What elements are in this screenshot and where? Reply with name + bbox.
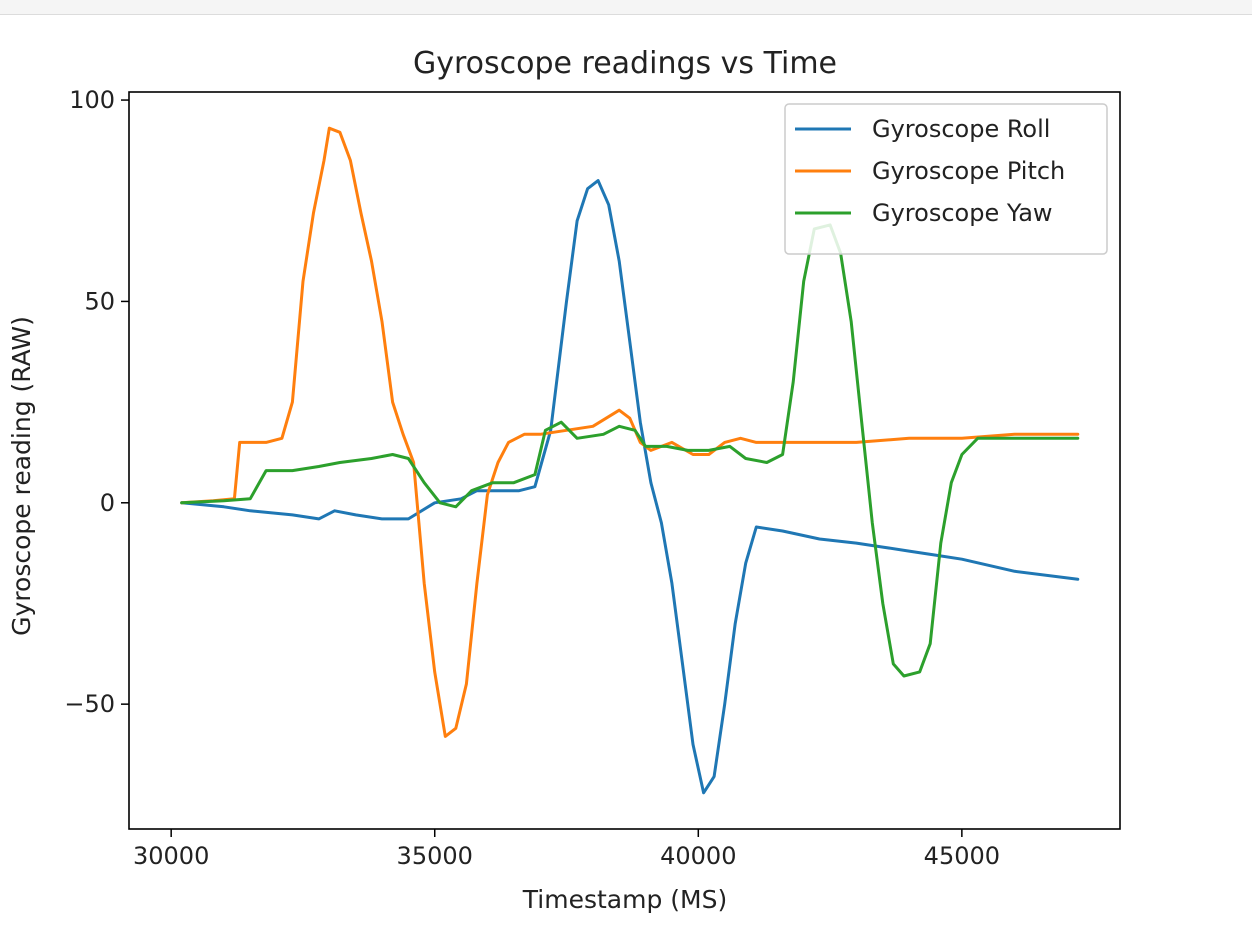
x-tick-label: 45000 <box>924 842 1000 870</box>
y-tick-label: −50 <box>64 690 115 718</box>
y-tick-label: 100 <box>69 86 115 114</box>
x-tick-label: 35000 <box>397 842 473 870</box>
chart-container: Gyroscope readings vs Time 30000 35000 400… <box>0 15 1252 944</box>
axes: 30000 35000 40000 45000 −50 0 50 100 <box>64 86 1121 870</box>
legend: Gyroscope Roll Gyroscope Pitch Gyroscope Y… <box>784 103 1108 255</box>
legend-label: Gyroscope Pitch <box>872 157 1065 185</box>
chart-title: Gyroscope readings vs Time <box>413 46 837 81</box>
series-line-gyroscope-roll <box>180 179 1080 795</box>
series-line-gyroscope-yaw <box>180 223 1080 678</box>
top-border-strip <box>0 0 1252 15</box>
y-tick-label: 50 <box>84 287 115 315</box>
x-axis-label: Timestamp (MS) <box>522 885 727 914</box>
legend-label: Gyroscope Roll <box>872 115 1050 143</box>
series-lines <box>180 126 1080 795</box>
y-axis-label: Gyroscope reading (RAW) <box>7 316 36 636</box>
x-tick-label: 40000 <box>660 842 736 870</box>
series-line-gyroscope-pitch <box>180 126 1080 738</box>
legend-label: Gyroscope Yaw <box>872 199 1053 227</box>
line-chart: Gyroscope readings vs Time 30000 35000 400… <box>7 46 1121 914</box>
legend-box <box>784 103 1108 255</box>
y-tick-label: 0 <box>100 489 115 517</box>
plot-frame <box>128 91 1121 830</box>
x-tick-label: 30000 <box>133 842 209 870</box>
